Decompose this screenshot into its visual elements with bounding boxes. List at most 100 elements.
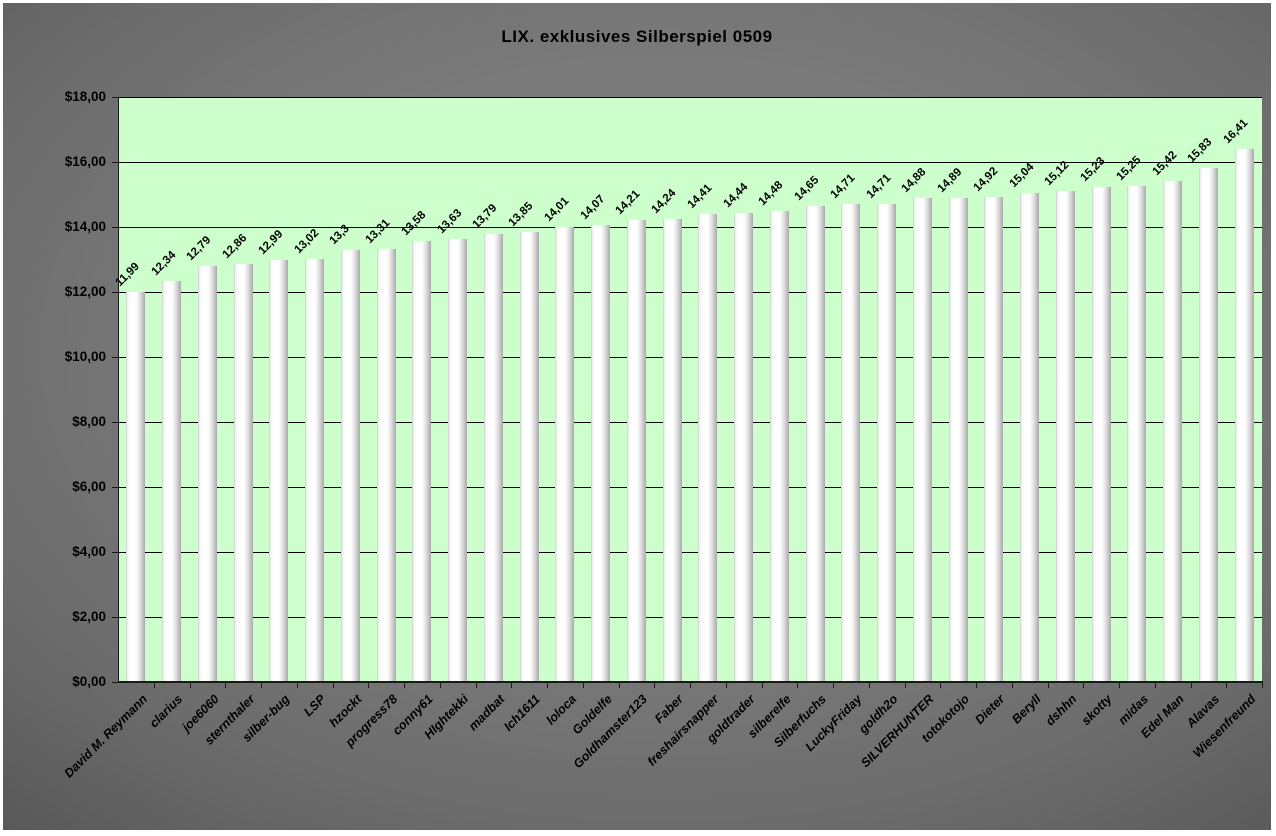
bar-value-label: 12,99 [256,227,286,257]
y-axis-tick [112,227,118,228]
gridline [118,357,1262,358]
x-axis-tick [404,682,405,688]
bar-value-label: 13,63 [435,207,464,236]
category-label: LSP [301,692,329,720]
y-axis-tick [112,357,118,358]
y-axis-label: $12,00 [64,284,106,299]
bar [1127,186,1147,682]
bar [233,264,253,682]
gridline [118,552,1262,553]
bar-value-label: 14,65 [792,174,822,203]
bar [877,203,897,682]
gridline [118,617,1262,618]
bar-value-label: 13,85 [506,200,536,229]
bar [1198,167,1218,682]
bar-value-label: 14,24 [649,187,679,217]
bar [734,212,754,682]
category-label: dshhn [1042,692,1080,729]
y-axis-label: $16,00 [64,154,106,169]
x-axis-tick [1083,682,1085,688]
bar [197,266,217,682]
bar-value-label: 12,34 [149,249,178,278]
x-axis-tick [332,682,334,688]
bar [1020,193,1040,682]
bar-value-label: 14,89 [935,166,965,196]
category-label: Dieter [972,692,1008,727]
x-axis-tick [618,682,620,688]
x-axis-tick [368,682,370,688]
category-label: skotty [1079,692,1116,728]
x-axis-tick [1011,682,1013,688]
x-axis-tick [582,682,584,688]
bar [126,292,146,682]
x-axis-tick [189,682,191,688]
bar-value-label: 15,42 [1150,148,1179,178]
bar-value-label: 15,12 [1042,158,1072,188]
category-label: Wiesenfreund [1189,692,1259,761]
x-axis-line [118,681,1263,683]
x-axis-tick [153,682,155,688]
y-axis-label: $8,00 [72,414,106,429]
plot-area: 11,99 12,34 12,79 12,86 12,99 13,02 13,3 13,31 1… [113,97,1263,683]
bar-value-label: 14,71 [828,172,858,201]
bar [948,198,968,682]
x-axis-tick [904,682,906,688]
bar [1163,180,1183,682]
bar [984,197,1004,682]
y-axis-label: $18,00 [64,89,106,104]
bar-value-label: 15,04 [1007,161,1036,191]
bar-value-label: 13,58 [399,208,429,238]
bar [269,259,289,682]
gridline [118,227,1262,228]
bar [305,258,325,682]
bar [340,249,360,682]
x-axis-tick [1047,682,1049,688]
x-axis-tick [296,682,298,688]
category-label: Ich1611 [501,692,544,734]
chart-panel: LIX. exklusives Silberspiel 0509 11,99 12… [3,3,1271,830]
x-axis-tick [511,682,513,688]
y-axis-label: $14,00 [64,219,106,234]
bar-value-label: 14,71 [864,172,893,201]
bar-value-label: 14,44 [721,180,750,210]
bar-value-label: 12,79 [184,234,214,264]
bar [162,280,182,682]
bar [376,249,396,682]
x-axis-tick [475,682,477,688]
bar [626,220,646,682]
gridline [118,422,1262,423]
bar-value-label: 13,31 [363,217,393,247]
x-axis-tick [1119,682,1120,688]
gridline [118,292,1262,293]
bar [1055,190,1075,682]
bar-value-label: 14,41 [685,181,715,211]
bar [412,240,432,682]
y-axis-tick [112,552,118,553]
bar-value-label: 14,07 [578,192,607,222]
y-axis-label: $10,00 [64,349,106,364]
x-axis-tick [1262,682,1263,688]
x-axis-tick [1226,682,1228,688]
bar [483,233,503,682]
bar [698,213,718,682]
bar-value-label: 14,01 [542,194,572,224]
bar-value-label: 15,83 [1185,135,1215,165]
x-axis-tick [868,682,870,688]
x-axis-tick [654,682,656,688]
x-axis-tick [547,682,548,688]
y-axis-label: $4,00 [72,544,106,559]
x-axis-tick [761,682,763,688]
bar-value-label: 13,02 [292,227,321,256]
bar-value-label: 14,88 [899,166,929,196]
gridline [118,487,1262,488]
chart-title: LIX. exklusives Silberspiel 0509 [501,27,773,46]
bar-value-label: 15,25 [1114,154,1144,184]
bar-value-label: 15,23 [1078,155,1108,184]
gridline [118,97,1262,98]
x-axis-tick [797,682,799,688]
bar [555,226,575,682]
y-axis-label: $0,00 [72,674,106,689]
y-axis-line [118,97,119,682]
category-label: madbat [465,692,508,734]
